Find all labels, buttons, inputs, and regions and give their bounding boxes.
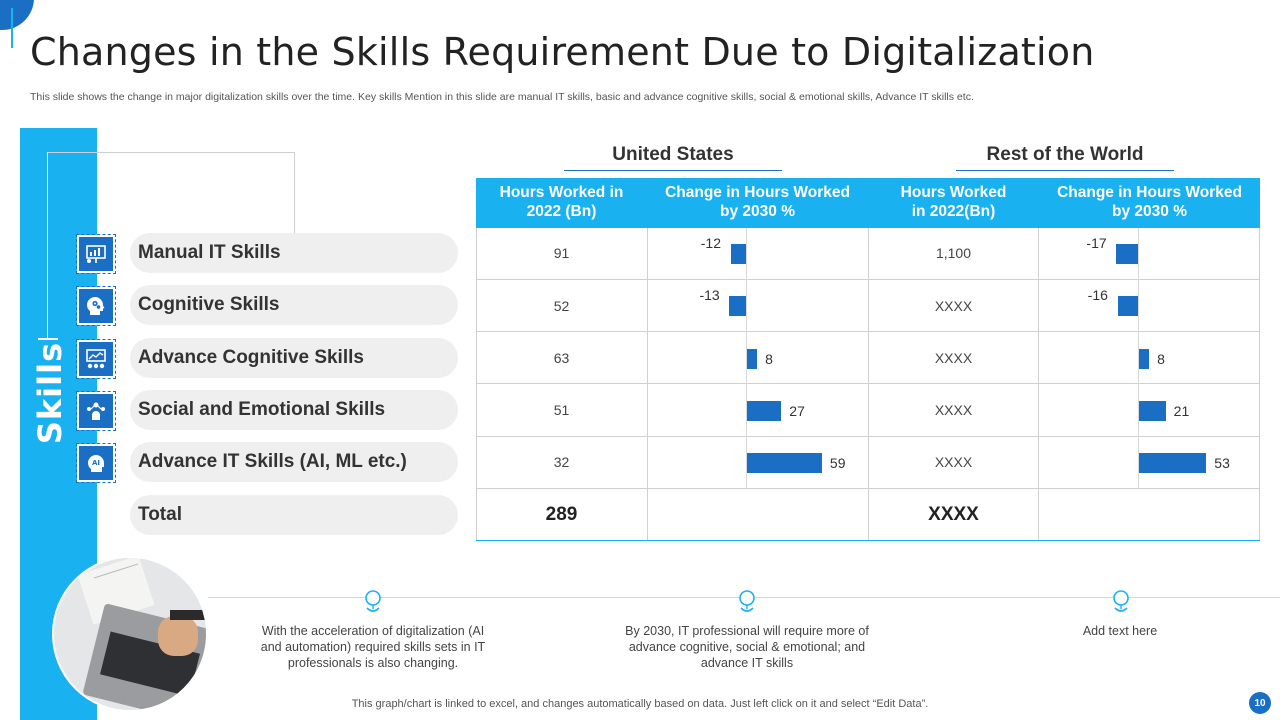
row-hours-cell: XXXX	[934, 454, 973, 470]
us-change-label: -12	[700, 235, 721, 252]
location-pin-icon	[1113, 590, 1129, 612]
row-total-cell: XXXX	[928, 504, 979, 525]
region-title-us: United States	[612, 144, 734, 165]
row-change-label: 53	[1214, 455, 1230, 472]
table-border-right	[1259, 228, 1260, 540]
th-us-hours: Hours Worked in 2022 (Bn)	[499, 184, 624, 220]
us-bar-axis	[746, 228, 747, 488]
us-change-label: 8	[765, 350, 773, 367]
ai-head-icon: AI	[76, 443, 116, 483]
page-title: Changes in the Skills Requirement Due to…	[30, 30, 1095, 74]
table-divider	[1038, 228, 1039, 540]
row-hours-cell: 1,100	[935, 245, 972, 261]
skill-pill-manual-it: Manual IT Skills	[130, 233, 458, 273]
skills-data-table: Hours Worked in 2022 (Bn) Change in Hour…	[476, 178, 1260, 541]
frame-line-left	[47, 152, 48, 340]
th-row-hours: Hours Worked in 2022(Bn)	[900, 184, 1007, 220]
analytics-board-icon	[76, 339, 116, 379]
row-change-bar	[1139, 401, 1166, 422]
footer-note: This graph/chart is linked to excel, and…	[351, 698, 929, 710]
row-change-bar	[1117, 296, 1138, 317]
table-divider	[647, 228, 648, 540]
svg-text:AI: AI	[92, 459, 100, 467]
th-row-change: Change in Hours Worked by 2030 %	[1057, 184, 1242, 220]
skill-pill-advance-cognitive: Advance Cognitive Skills	[130, 338, 458, 378]
frame-line-top	[47, 152, 295, 153]
location-pin-icon	[365, 590, 381, 612]
note-text: Add text here	[1082, 624, 1158, 638]
brain-gears-icon	[76, 286, 116, 326]
us-change-label: 59	[829, 455, 846, 472]
skill-pill-social-emotional: Social and Emotional Skills	[130, 390, 458, 430]
row-change-bar	[1116, 244, 1138, 265]
us-change-bar	[729, 296, 746, 317]
us-change-bar	[730, 244, 746, 265]
skill-pill-total: Total	[130, 495, 458, 535]
row-change-label: 8	[1157, 350, 1165, 367]
people-network-icon	[76, 391, 116, 431]
us-total-cell: 289	[545, 504, 578, 525]
table-divider	[868, 228, 869, 540]
note-text: With the acceleration of digitalization …	[260, 624, 486, 670]
table-row-divider	[476, 331, 1260, 332]
table-border-left	[476, 228, 477, 540]
row-change-label: -16	[1087, 287, 1108, 304]
skill-pill-advance-it: Advance IT Skills (AI, ML etc.)	[130, 442, 458, 482]
row-bar-axis	[1138, 228, 1139, 488]
row-change-label: 21	[1173, 403, 1190, 420]
corner-decoration	[0, 0, 34, 30]
chart-presentation-icon	[76, 234, 116, 274]
region-underline-us	[564, 170, 782, 171]
us-hours-cell: 91	[553, 245, 570, 261]
region-underline-row	[956, 170, 1174, 171]
page-number-badge: 10	[1249, 692, 1271, 714]
skills-vertical-label: Skills	[31, 341, 69, 445]
row-change-label: -17	[1086, 235, 1107, 252]
us-hours-cell: 63	[553, 350, 570, 366]
skill-pill-cognitive: Cognitive Skills	[130, 285, 458, 325]
us-change-bar	[747, 453, 822, 474]
row-hours-cell: XXXX	[934, 350, 973, 366]
location-pin-icon	[739, 590, 755, 612]
page-subtitle: This slide shows the change in major dig…	[30, 91, 974, 103]
laptop-photo	[52, 556, 208, 712]
corner-accent-line	[11, 8, 13, 48]
frame-line-right	[294, 152, 295, 236]
us-change-bar	[747, 348, 758, 369]
us-hours-cell: 52	[553, 298, 570, 314]
region-title-row: Rest of the World	[986, 144, 1144, 165]
table-row-divider	[476, 436, 1260, 437]
note-text: By 2030, IT professional will require mo…	[625, 624, 869, 670]
us-change-label: 27	[789, 403, 805, 420]
row-hours-cell: XXXX	[934, 298, 973, 314]
table-row-divider	[476, 383, 1260, 384]
table-row-divider	[476, 279, 1260, 280]
table-header-row: Hours Worked in 2022 (Bn) Change in Hour…	[476, 178, 1260, 228]
row-change-bar	[1139, 348, 1150, 369]
frame-line-tick	[38, 338, 58, 340]
row-change-bar	[1139, 453, 1207, 474]
table-row-divider	[476, 488, 1260, 489]
th-us-change: Change in Hours Worked by 2030 %	[665, 184, 850, 220]
us-hours-cell: 51	[553, 402, 570, 418]
us-change-bar	[747, 401, 782, 422]
row-hours-cell: XXXX	[934, 402, 973, 418]
us-change-label: -13	[699, 287, 720, 304]
us-hours-cell: 32	[553, 454, 570, 470]
